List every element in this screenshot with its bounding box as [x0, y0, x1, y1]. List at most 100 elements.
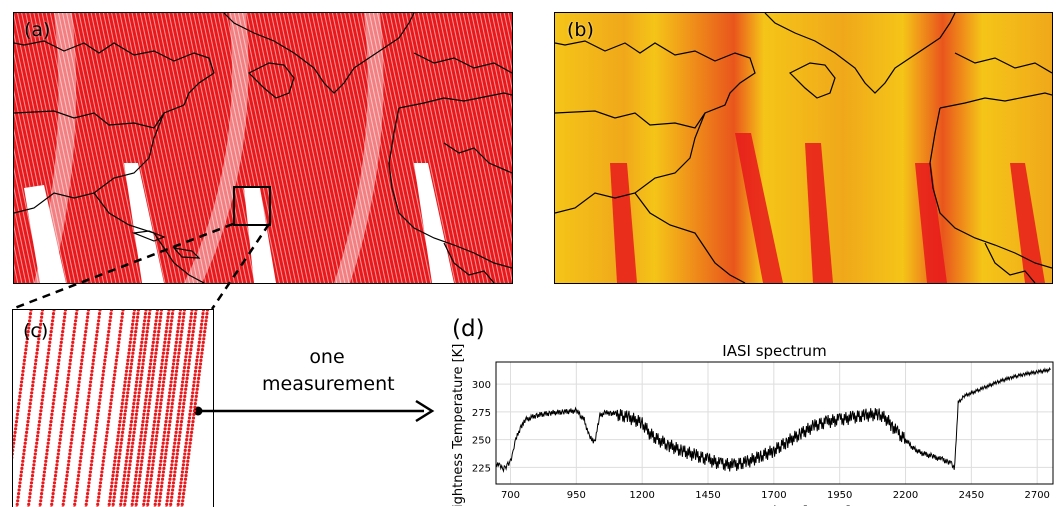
footprint-dot [26, 427, 29, 430]
footprint-dot [25, 434, 28, 437]
footprint-dot [159, 312, 162, 315]
footprint-dot [98, 488, 101, 491]
footprint-dot [124, 467, 127, 470]
footprint-dot [30, 481, 33, 484]
footprint-dot [115, 355, 118, 358]
footprint-dot [160, 481, 163, 484]
footprint-dot [176, 449, 179, 452]
footprint-dot [185, 442, 188, 445]
footprint-dot [195, 359, 198, 362]
footprint-dot [173, 474, 176, 477]
footprint-dot [141, 334, 144, 337]
footprint-dot [188, 359, 191, 362]
footprint-dot [134, 478, 137, 481]
footprint-dot [144, 310, 147, 312]
footprint-dot [85, 409, 88, 412]
footprint-dot [132, 406, 135, 409]
footprint-dot [170, 409, 173, 412]
footprint-dot [136, 492, 139, 495]
footprint-dot [158, 470, 161, 473]
footprint-dot [185, 352, 188, 355]
footprint-dot [167, 341, 170, 344]
footprint-dot [164, 362, 167, 365]
footprint-dot [147, 377, 150, 380]
footprint-dot [56, 370, 59, 373]
footprint-dot [76, 481, 79, 484]
footprint-dot [70, 352, 73, 355]
footprint-dot [186, 377, 189, 380]
footprint-dot [44, 370, 47, 373]
footprint-dot [196, 388, 199, 391]
footprint-dot [131, 352, 134, 355]
footprint-dot [34, 449, 37, 452]
footprint-dot [143, 442, 146, 445]
footprint-dot [131, 326, 134, 329]
footprint-dot [132, 319, 135, 322]
footprint-dot [101, 463, 104, 466]
footprint-dot [193, 323, 196, 326]
footprint-dot [170, 406, 173, 409]
footprint-dot [46, 359, 49, 362]
footprint-dot [163, 373, 166, 376]
footprint-dot [124, 409, 127, 412]
footprint-dot [187, 452, 190, 455]
footprint-dot [109, 316, 112, 319]
footprint-dot [21, 373, 24, 376]
footprint-dot [147, 319, 150, 322]
footprint-dot [156, 398, 159, 401]
footprint-dot [120, 442, 123, 445]
footprint-dot [132, 344, 135, 347]
footprint-dot [40, 402, 43, 405]
footprint-dot [133, 427, 136, 430]
footprint-dot [158, 409, 161, 412]
footprint-dot [196, 352, 199, 355]
footprint-dot [168, 391, 171, 394]
footprint-dot [133, 398, 136, 401]
footprint-dot [171, 370, 174, 373]
footprint-dot [138, 359, 141, 362]
footprint-dot [127, 355, 130, 358]
footprint-dot [86, 316, 89, 319]
footprint-dot [155, 492, 158, 495]
footprint-dot [23, 355, 26, 358]
footprint-dot [86, 496, 89, 499]
footprint-dot [116, 348, 119, 351]
footprint-dot [68, 456, 71, 459]
footprint-dot [17, 402, 20, 405]
footprint-dot [15, 420, 18, 423]
footprint-dot [80, 359, 83, 362]
footprint-dot [45, 456, 48, 459]
footprint-dot [101, 467, 104, 470]
footprint-dot [164, 366, 167, 369]
footprint-dot [129, 431, 132, 434]
footprint-dot [22, 366, 25, 369]
footprint-dot [58, 445, 61, 448]
footprint-dot [117, 344, 120, 347]
footprint-dot [111, 474, 114, 477]
footprint-dot [98, 402, 101, 405]
footprint-dot [120, 409, 123, 412]
footprint-dot [201, 319, 204, 322]
footprint-dot [140, 463, 143, 466]
footprint-dot [182, 312, 185, 315]
footprint-dot [162, 467, 165, 470]
footprint-dot [121, 402, 124, 405]
footprint-dot [131, 442, 134, 445]
footprint-dot [170, 463, 173, 466]
footprint-dot [91, 452, 94, 455]
footprint-dot [57, 449, 60, 452]
footprint-dot [184, 355, 187, 358]
footprint-dot [104, 352, 107, 355]
footprint-dot [134, 391, 137, 394]
footprint-dot [170, 380, 173, 383]
footprint-dot [42, 388, 45, 391]
footprint-dot [87, 398, 90, 401]
footprint-dot [107, 420, 110, 423]
footprint-dot [24, 438, 27, 441]
footprint-dot [163, 460, 166, 463]
footprint-dot [175, 427, 178, 430]
footprint-dot [173, 470, 176, 473]
footprint-dot [21, 377, 24, 380]
footprint-dot [58, 352, 61, 355]
panel-label-c: (c) [23, 320, 48, 342]
